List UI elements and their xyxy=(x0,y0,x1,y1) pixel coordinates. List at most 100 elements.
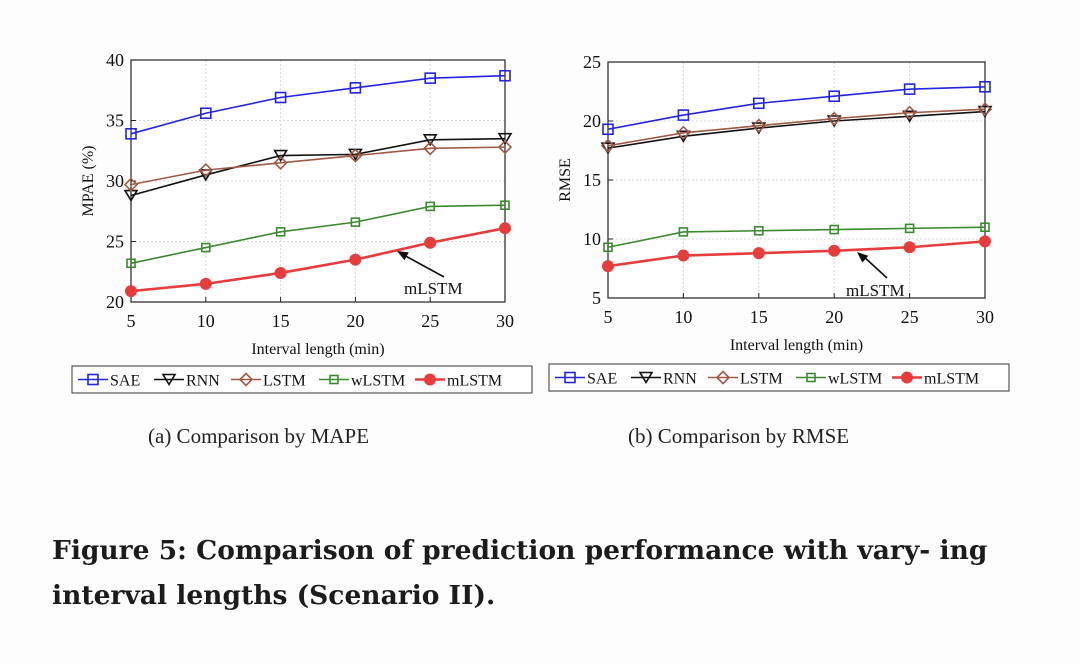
legend-marker-lstm xyxy=(238,372,254,387)
data-point-mlstm xyxy=(979,235,991,248)
series-line-wlstm xyxy=(607,226,986,249)
series-wlstm xyxy=(603,222,990,253)
x-tick-label: 30 xyxy=(976,307,994,327)
data-point-wlstm xyxy=(678,227,689,237)
series-line-wlstm xyxy=(130,204,506,265)
legend-marker-rnn xyxy=(161,373,177,387)
y-tick-label: 25 xyxy=(106,232,124,252)
series-wlstm xyxy=(126,200,510,269)
data-point-lstm xyxy=(600,138,616,153)
y-tick-label: 35 xyxy=(106,111,124,131)
data-point-lstm xyxy=(751,118,766,133)
data-point-wlstm xyxy=(350,217,361,227)
x-tick-label: 10 xyxy=(197,311,215,331)
legend-marker-lstm xyxy=(715,370,731,385)
data-point-lstm xyxy=(123,177,139,192)
data-point-sae xyxy=(424,72,437,84)
subcaption-a: (a) Comparison by MAPE xyxy=(148,424,370,448)
data-point-sae xyxy=(274,91,287,104)
data-point-sae xyxy=(349,82,362,94)
series-rnn xyxy=(123,132,513,203)
data-point-sae xyxy=(903,83,916,95)
data-point-sae xyxy=(602,123,614,136)
series-mlstm xyxy=(125,222,511,298)
data-point-wlstm xyxy=(126,258,136,269)
data-point-rnn xyxy=(497,132,513,146)
plot-area xyxy=(131,60,505,302)
series-lstm xyxy=(600,102,993,153)
series-mlstm xyxy=(602,235,991,273)
legend-label-mlstm: mLSTM xyxy=(924,371,979,388)
figure-panels: 5 10 15 20 25 30 20 25 30 35 40 Interval length (mi… xyxy=(71,50,1010,394)
data-point-lstm xyxy=(497,139,513,155)
annotation-arrow xyxy=(401,253,445,278)
y-tick-label: 25 xyxy=(583,52,601,72)
data-point-lstm xyxy=(273,155,288,170)
data-point-lstm xyxy=(676,125,691,140)
legend: SAE RNN LSTM wLSTM mLSTM xyxy=(548,363,1010,392)
legend-label-rnn: RNN xyxy=(663,371,697,388)
data-point-wlstm xyxy=(201,242,211,253)
y-tick-label: 15 xyxy=(583,170,601,190)
x-tick-label: 25 xyxy=(901,307,919,327)
y-tick-label: 20 xyxy=(583,111,601,131)
data-point-sae xyxy=(979,80,991,93)
data-point-mlstm xyxy=(199,277,212,290)
data-point-mlstm xyxy=(349,253,362,266)
data-point-wlstm xyxy=(500,200,510,210)
legend-marker-wlstm xyxy=(806,372,816,383)
x-tick-label: 20 xyxy=(346,311,364,331)
data-point-wlstm xyxy=(980,222,990,232)
y-axis-label: RMSE xyxy=(557,158,574,202)
data-point-mlstm xyxy=(752,247,765,260)
data-point-sae xyxy=(499,69,511,82)
data-point-lstm xyxy=(827,111,842,126)
y-tick-label: 5 xyxy=(592,288,601,308)
series-line-sae xyxy=(607,85,986,131)
x-tick-label: 10 xyxy=(674,307,692,327)
legend-box xyxy=(71,365,533,394)
data-point-sae xyxy=(828,90,841,103)
annotation-arrowhead xyxy=(397,251,409,261)
annotation-arrow xyxy=(861,254,888,279)
data-point-wlstm xyxy=(753,225,764,236)
y-tick-label: 30 xyxy=(106,171,124,191)
series-line-mlstm xyxy=(607,240,986,268)
data-point-mlstm xyxy=(828,244,841,257)
legend-marker-mlstm xyxy=(901,371,913,384)
data-point-sae xyxy=(125,128,137,140)
subcaption-b: (b) Comparison by RMSE xyxy=(628,424,850,448)
series-sae xyxy=(602,80,991,136)
legend-label-mlstm: mLSTM xyxy=(447,373,502,390)
legend-label-lstm: LSTM xyxy=(740,371,783,388)
data-point-mlstm xyxy=(903,241,916,254)
series-line-lstm xyxy=(130,146,506,186)
data-point-wlstm xyxy=(829,224,840,235)
figure-caption: Figure 5: Comparison of prediction perfo… xyxy=(52,535,988,611)
legend-marker-wlstm xyxy=(329,374,339,385)
y-tick-label: 20 xyxy=(106,292,124,312)
chart-panel-b: 5 10 15 20 25 30 5 10 15 20 25 Interval length (min… xyxy=(548,52,1010,392)
legend-label-wlstm: wLSTM xyxy=(828,371,882,388)
y-axis-label: MPAE (%) xyxy=(80,146,97,217)
data-point-mlstm xyxy=(677,249,690,262)
data-point-mlstm xyxy=(602,260,614,273)
x-tick-label: 5 xyxy=(604,307,613,327)
y-tick-label: 10 xyxy=(583,229,601,249)
x-tick-label: 15 xyxy=(272,311,290,331)
data-point-rnn xyxy=(273,149,289,163)
chart-panel-a: 5 10 15 20 25 30 20 25 30 35 40 Interval length (mi… xyxy=(71,50,533,394)
x-tick-label: 30 xyxy=(496,311,514,331)
data-point-sae xyxy=(677,109,690,121)
series-line-lstm xyxy=(607,108,986,147)
legend-marker-sae xyxy=(564,371,576,384)
annotation-label: mLSTM xyxy=(846,281,905,300)
data-point-sae xyxy=(200,107,212,120)
data-point-lstm xyxy=(977,102,993,117)
x-tick-label: 25 xyxy=(421,311,439,331)
data-point-wlstm xyxy=(275,227,286,237)
legend-marker-sae xyxy=(87,373,99,386)
legend-box xyxy=(548,363,1010,392)
series-sae xyxy=(125,69,511,140)
data-point-lstm xyxy=(348,148,363,163)
